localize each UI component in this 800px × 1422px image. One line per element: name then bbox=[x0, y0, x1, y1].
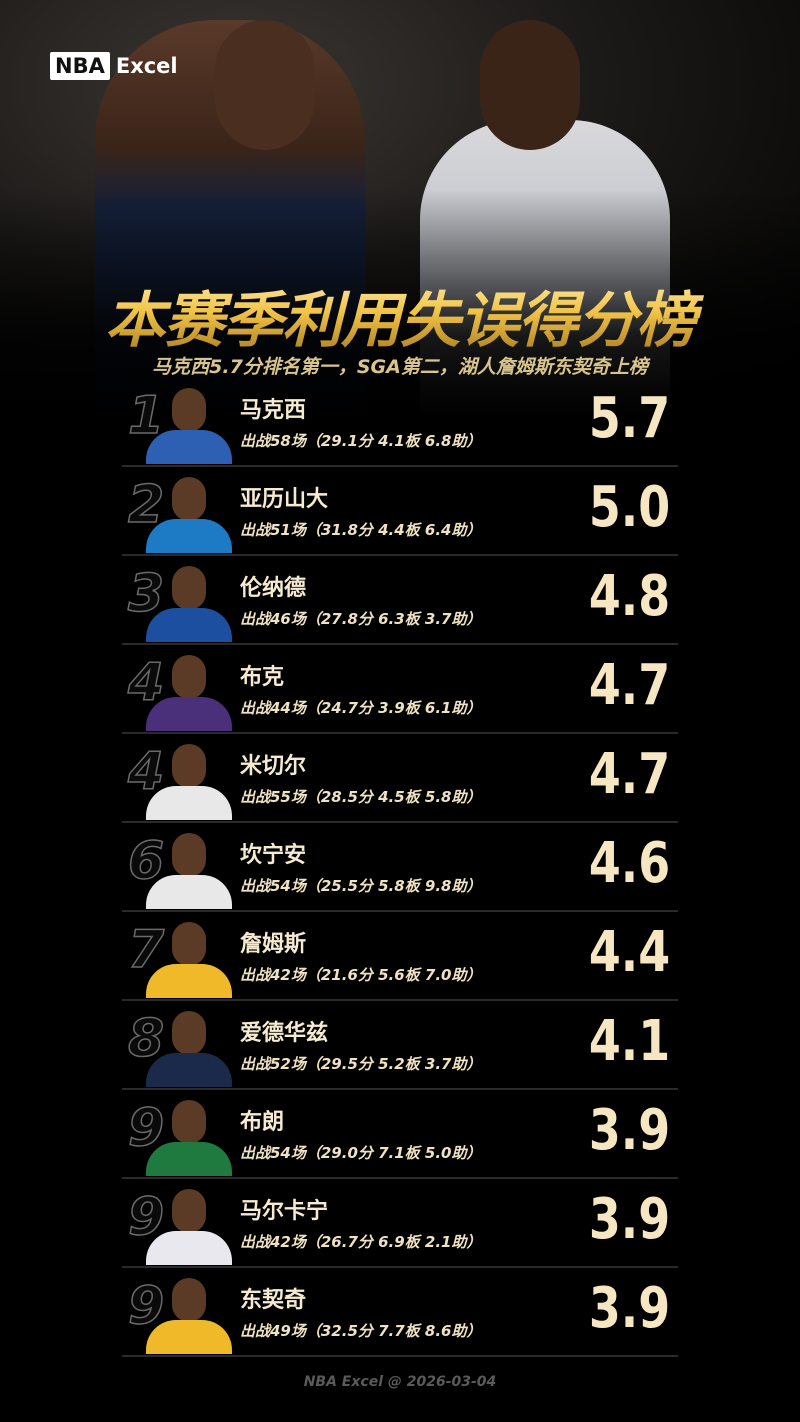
avatar-head bbox=[172, 744, 206, 788]
avatar-jersey bbox=[146, 964, 232, 998]
logo-excel: Excel bbox=[115, 54, 178, 78]
player-name: 伦纳德 bbox=[240, 576, 307, 601]
player-avatar bbox=[142, 653, 234, 731]
hero-banner-photo bbox=[0, 0, 800, 420]
player-stats: 出战46场（27.8分 6.3板 3.7助） bbox=[240, 610, 482, 628]
ranking-row: 4 米切尔 出战55场（28.5分 4.5板 5.8助） 4.7 bbox=[122, 734, 678, 823]
turnover-points-value: 3.9 bbox=[588, 1098, 670, 1163]
player-stats: 出战54场（29.0分 7.1板 5.0助） bbox=[240, 1144, 482, 1162]
avatar-jersey bbox=[146, 1320, 232, 1354]
avatar-head bbox=[172, 1100, 206, 1144]
player-name: 坎宁安 bbox=[240, 843, 307, 868]
avatar-head bbox=[172, 388, 206, 432]
avatar-jersey bbox=[146, 1053, 232, 1087]
player-name: 马尔卡宁 bbox=[240, 1199, 329, 1224]
avatar-head bbox=[172, 566, 206, 610]
avatar-jersey bbox=[146, 519, 232, 553]
player-avatar bbox=[142, 1187, 234, 1265]
player-avatar bbox=[142, 386, 234, 464]
avatar-head bbox=[172, 1189, 206, 1233]
player-name: 布克 bbox=[240, 665, 285, 690]
player-avatar bbox=[142, 831, 234, 909]
turnover-points-value: 4.7 bbox=[588, 742, 670, 807]
avatar-jersey bbox=[146, 608, 232, 642]
turnover-points-value: 5.0 bbox=[588, 475, 670, 540]
page-subtitle: 马克西5.7分排名第一，SGA第二，湖人詹姆斯东契奇上榜 bbox=[152, 356, 648, 378]
player-avatar bbox=[142, 1276, 234, 1354]
avatar-jersey bbox=[146, 1231, 232, 1265]
player-stats: 出战44场（24.7分 3.9板 6.1助） bbox=[240, 699, 482, 717]
player-name: 马克西 bbox=[240, 398, 307, 423]
player-stats: 出战42场（21.6分 5.6板 7.0助） bbox=[240, 966, 482, 984]
player-stats: 出战51场（31.8分 4.4板 6.4助） bbox=[240, 521, 482, 539]
avatar-jersey bbox=[146, 430, 232, 464]
ranking-row: 2 亚历山大 出战51场（31.8分 4.4板 6.4助） 5.0 bbox=[122, 467, 678, 556]
player-stats: 出战52场（29.5分 5.2板 3.7助） bbox=[240, 1055, 482, 1073]
avatar-jersey bbox=[146, 875, 232, 909]
player-name: 米切尔 bbox=[240, 754, 307, 779]
avatar-jersey bbox=[146, 786, 232, 820]
ranking-list: 1 马克西 出战58场（29.1分 4.1板 6.8助） 5.7 2 亚历山大 出… bbox=[122, 378, 678, 1357]
player-name: 詹姆斯 bbox=[240, 932, 307, 957]
avatar-head bbox=[172, 833, 206, 877]
turnover-points-value: 4.1 bbox=[588, 1009, 670, 1074]
brand-logo: NBA Excel bbox=[50, 52, 178, 80]
avatar-head bbox=[172, 477, 206, 521]
player-avatar bbox=[142, 1009, 234, 1087]
turnover-points-value: 3.9 bbox=[588, 1187, 670, 1252]
ranking-row: 8 爱德华兹 出战52场（29.5分 5.2板 3.7助） 4.1 bbox=[122, 1001, 678, 1090]
avatar-head bbox=[172, 1011, 206, 1055]
turnover-points-value: 4.8 bbox=[588, 564, 670, 629]
footer-credit: NBA Excel @ 2026-03-04 bbox=[303, 1374, 497, 1390]
turnover-points-value: 4.4 bbox=[588, 920, 670, 985]
player-name: 布朗 bbox=[240, 1110, 285, 1135]
avatar-head bbox=[172, 655, 206, 699]
avatar-head bbox=[172, 1278, 206, 1322]
logo-nba: NBA bbox=[50, 52, 110, 80]
hero-fade bbox=[0, 0, 800, 420]
player-avatar bbox=[142, 564, 234, 642]
player-name: 爱德华兹 bbox=[240, 1021, 329, 1046]
player-avatar bbox=[142, 920, 234, 998]
player-stats: 出战54场（25.5分 5.8板 9.8助） bbox=[240, 877, 482, 895]
player-avatar bbox=[142, 475, 234, 553]
ranking-row: 3 伦纳德 出战46场（27.8分 6.3板 3.7助） 4.8 bbox=[122, 556, 678, 645]
player-name: 东契奇 bbox=[240, 1288, 307, 1313]
avatar-jersey bbox=[146, 1142, 232, 1176]
ranking-row: 4 布克 出战44场（24.7分 3.9板 6.1助） 4.7 bbox=[122, 645, 678, 734]
player-stats: 出战49场（32.5分 7.7板 8.6助） bbox=[240, 1322, 482, 1340]
ranking-row: 6 坎宁安 出战54场（25.5分 5.8板 9.8助） 4.6 bbox=[122, 823, 678, 912]
turnover-points-value: 4.7 bbox=[588, 653, 670, 718]
player-avatar bbox=[142, 742, 234, 820]
avatar-head bbox=[172, 922, 206, 966]
player-stats: 出战58场（29.1分 4.1板 6.8助） bbox=[240, 432, 482, 450]
player-stats: 出战42场（26.7分 6.9板 2.1助） bbox=[240, 1233, 482, 1251]
player-name: 亚历山大 bbox=[240, 487, 329, 512]
turnover-points-value: 5.7 bbox=[588, 386, 670, 451]
ranking-row: 9 布朗 出战54场（29.0分 7.1板 5.0助） 3.9 bbox=[122, 1090, 678, 1179]
page-title: 本赛季利用失误得分榜 bbox=[0, 272, 800, 359]
turnover-points-value: 4.6 bbox=[588, 831, 670, 896]
ranking-row: 9 东契奇 出战49场（32.5分 7.7板 8.6助） 3.9 bbox=[122, 1268, 678, 1357]
turnover-points-value: 3.9 bbox=[588, 1276, 670, 1341]
ranking-row: 7 詹姆斯 出战42场（21.6分 5.6板 7.0助） 4.4 bbox=[122, 912, 678, 1001]
avatar-jersey bbox=[146, 697, 232, 731]
player-avatar bbox=[142, 1098, 234, 1176]
player-stats: 出战55场（28.5分 4.5板 5.8助） bbox=[240, 788, 482, 806]
ranking-row: 1 马克西 出战58场（29.1分 4.1板 6.8助） 5.7 bbox=[122, 378, 678, 467]
ranking-row: 9 马尔卡宁 出战42场（26.7分 6.9板 2.1助） 3.9 bbox=[122, 1179, 678, 1268]
